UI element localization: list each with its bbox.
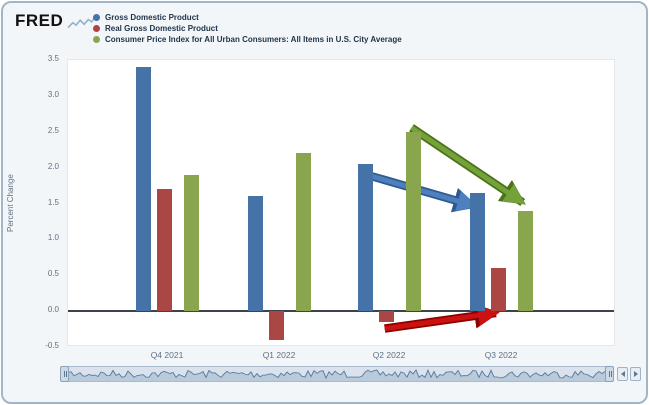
chart-legend: Gross Domestic Product Real Gross Domest… (93, 12, 402, 45)
legend-label: Gross Domestic Product (105, 12, 199, 22)
x-axis-tick-label: Q4 2021 (150, 350, 184, 360)
y-axis-tick-label: 3.0 (47, 89, 59, 99)
chart-bar (405, 131, 421, 312)
chart-bar (247, 196, 263, 312)
fred-sparkline-icon (67, 18, 95, 29)
y-axis-tick-label: 1.5 (47, 197, 59, 207)
cpi-decline-arrow (410, 125, 526, 205)
x-axis-tick-label: Q1 2022 (262, 350, 296, 360)
zero-line (68, 310, 614, 313)
legend-marker-icon (93, 13, 100, 21)
legend-label: Consumer Price Index for All Urban Consu… (105, 34, 402, 44)
range-navigator[interactable] (60, 366, 614, 382)
scroll-left-button[interactable] (617, 367, 628, 381)
y-axis-tick-label: 1.0 (47, 233, 59, 243)
real-gdp-rise-arrow-outline (384, 303, 500, 333)
y-axis-tick-label: 2.0 (47, 161, 59, 171)
navigator-sparkline-icon (62, 368, 612, 381)
legend-item-real-gdp[interactable]: Real Gross Domestic Product (93, 23, 402, 33)
navigator-buttons (617, 367, 641, 381)
legend-marker-icon (93, 35, 100, 43)
chart-bar (517, 210, 533, 312)
fred-logo[interactable]: FRED (15, 11, 96, 31)
legend-item-gdp[interactable]: Gross Domestic Product (93, 12, 402, 22)
chart-bar (378, 311, 394, 322)
scroll-right-button[interactable] (630, 367, 641, 381)
plot-area (67, 59, 615, 346)
chart-bar (295, 153, 311, 312)
legend-item-cpi[interactable]: Consumer Price Index for All Urban Consu… (93, 34, 402, 44)
chart-bar (156, 189, 172, 312)
chart-bar (469, 192, 485, 312)
y-axis-tick-label: 0.5 (47, 269, 59, 279)
chart-bar (183, 174, 199, 312)
y-axis-tick-label: 0.0 (47, 305, 59, 315)
chart-bar (268, 311, 284, 340)
navigator-left-handle[interactable] (60, 366, 69, 382)
legend-marker-icon (93, 24, 100, 32)
x-axis-tick-label: Q2 2022 (372, 350, 406, 360)
chart-bar (490, 268, 506, 312)
x-axis: Q4 2021 Q1 2022 Q2 2022 Q3 2022 (3, 350, 646, 362)
y-axis-tick-label: 2.5 (47, 125, 59, 135)
chart-bar (357, 164, 373, 312)
y-axis-tick-label: 3.5 (47, 54, 59, 63)
chart-bar (135, 67, 151, 312)
scroll-left-icon (620, 371, 625, 377)
legend-label: Real Gross Domestic Product (105, 23, 218, 33)
y-axis: 3.5 3.0 2.5 2.0 1.5 1.0 0.5 0.0 -0.5 (3, 54, 63, 350)
real-gdp-rise-arrow (384, 305, 500, 332)
navigator-right-handle[interactable] (605, 366, 614, 382)
y-axis-tick-label: -0.5 (45, 341, 59, 350)
fred-logo-text: FRED (15, 11, 64, 30)
scroll-right-icon (633, 371, 638, 377)
cpi-decline-arrow-outline (409, 124, 526, 207)
x-axis-tick-label: Q3 2022 (484, 350, 518, 360)
